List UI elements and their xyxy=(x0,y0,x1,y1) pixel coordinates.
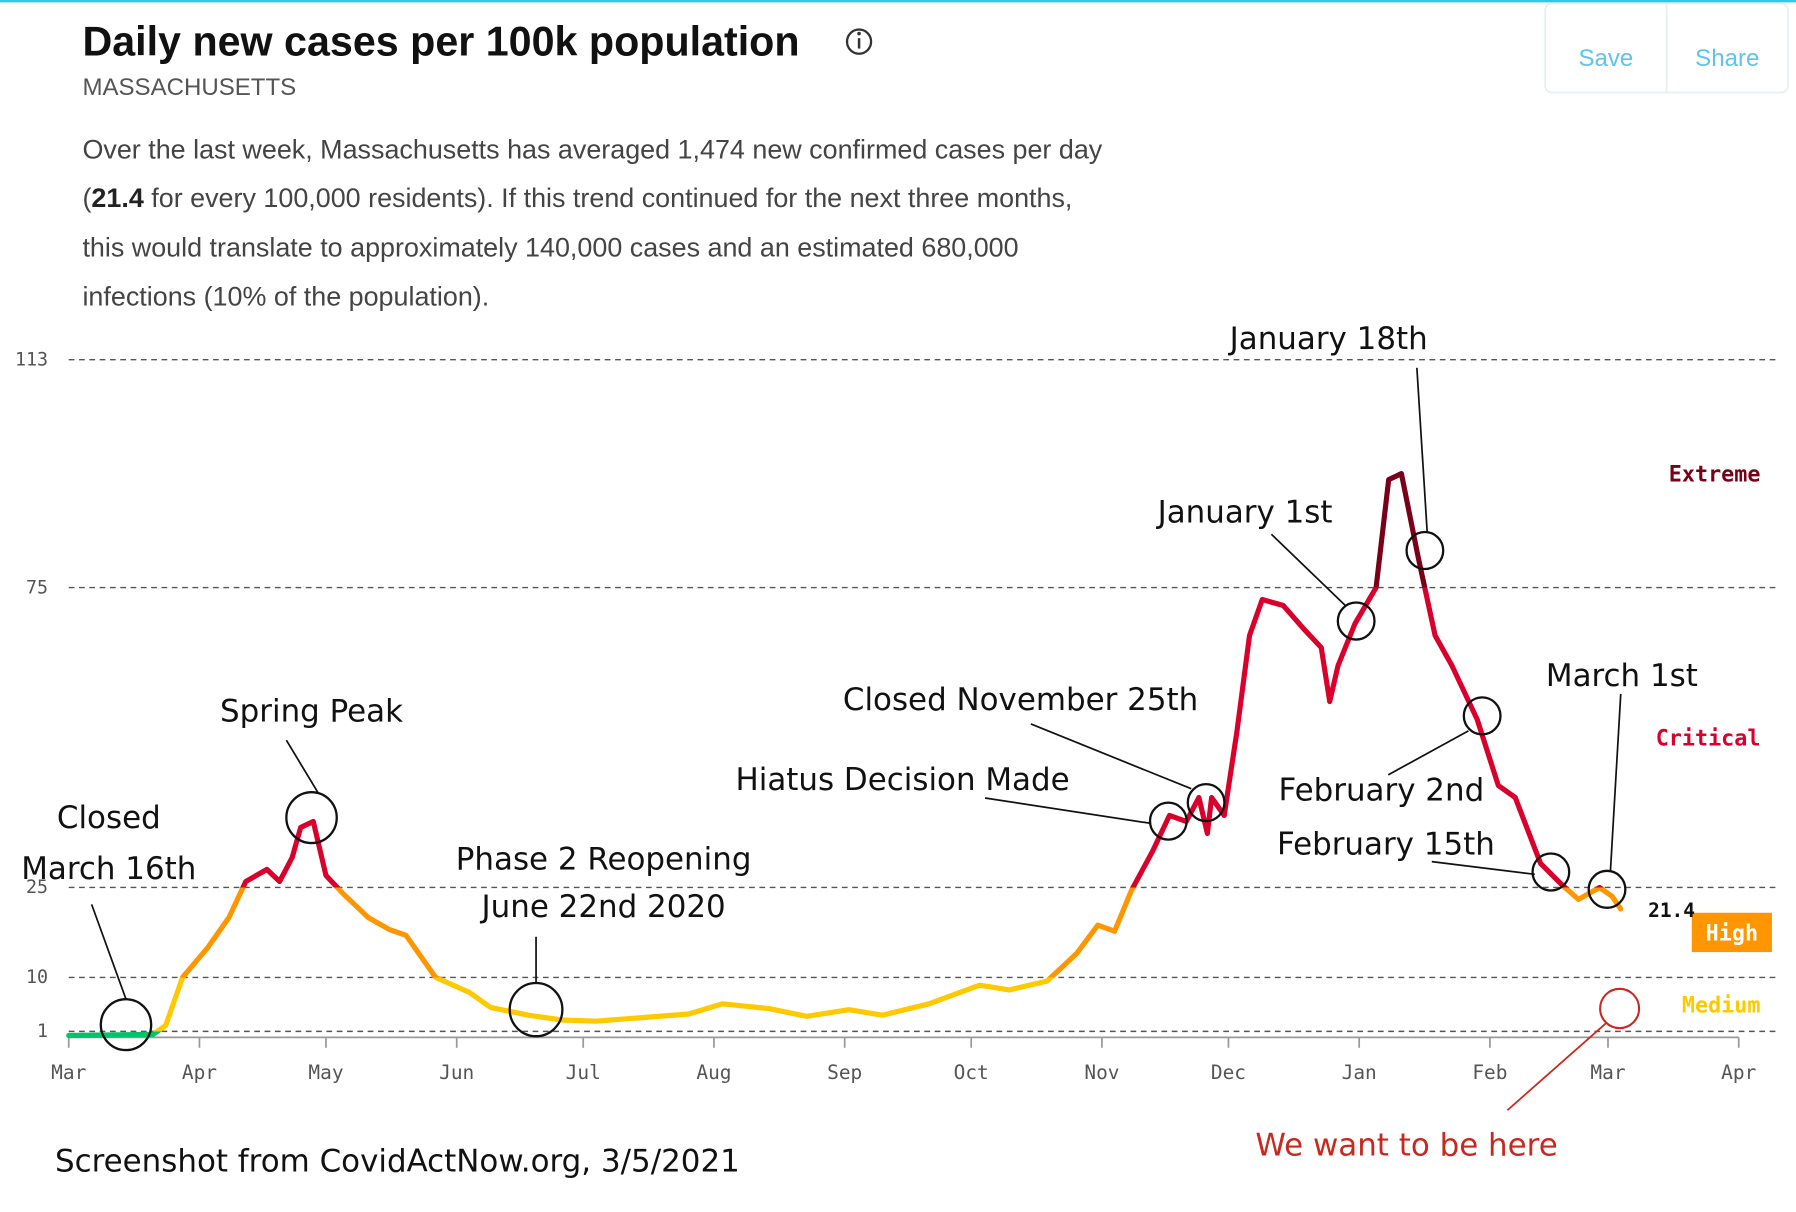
current-value-label: 21.4 xyxy=(1648,899,1695,922)
x-tick-label: Jun xyxy=(439,1061,474,1084)
annotation: Spring Peak xyxy=(220,694,403,730)
level-label: Medium xyxy=(1682,993,1761,1018)
level-badge xyxy=(1691,912,1772,953)
annotation: We want to be here xyxy=(1255,1127,1557,1163)
y-tick-label: 113 xyxy=(15,349,48,370)
annotations: Closed March 16th Spring Peak Phase 2 Re… xyxy=(21,321,1698,1163)
highlight: 21.4 xyxy=(91,183,143,213)
subtitle: MASSACHUSETTS xyxy=(82,74,296,101)
annotation: February 15th xyxy=(1277,827,1495,863)
y-tick-label: 25 xyxy=(26,877,48,898)
annotation: Hiatus Decision Made xyxy=(736,762,1070,798)
annotation: March 1st xyxy=(1546,658,1698,694)
level-label: Extreme xyxy=(1669,463,1761,488)
info-icon[interactable] xyxy=(845,28,873,55)
text: ( xyxy=(82,183,91,213)
data-line xyxy=(66,470,1624,1039)
description-line: infections (10% of the population). xyxy=(82,281,489,311)
x-tick-label: Apr xyxy=(182,1061,217,1084)
description: Over the last week, Massachusetts has av… xyxy=(82,134,1102,311)
annotation: March 16th xyxy=(21,851,196,887)
annotation-marks xyxy=(90,367,1641,1111)
level-label: Critical xyxy=(1656,727,1761,752)
annotation: January 18th xyxy=(1228,321,1428,357)
x-tick-label: May xyxy=(308,1061,343,1084)
description-line: this would translate to approximately 14… xyxy=(82,233,1018,263)
x-tick-label: Mar xyxy=(1590,1061,1625,1084)
footer: Screenshot from CovidActNow.org, 3/5/202… xyxy=(55,1143,740,1179)
y-tick-label: 10 xyxy=(26,967,48,988)
annotation: February 2nd xyxy=(1279,772,1485,808)
x-tick-label: Feb xyxy=(1472,1061,1507,1084)
x-tick-label: Apr xyxy=(1721,1061,1756,1084)
description-line: Over the last week, Massachusetts has av… xyxy=(82,134,1102,164)
annotation: Closed November 25th xyxy=(843,682,1198,718)
x-tick-label: Jul xyxy=(566,1061,601,1084)
plot: 1 10 25 75 113 Mar Apr May Jun Jul Aug Sep Oct Nov Dec… xyxy=(15,349,1776,1084)
description-line: (21.4 for every 100,000 residents). If t… xyxy=(82,183,1072,213)
level-label: High xyxy=(1706,921,1758,946)
save-button[interactable]: Save xyxy=(1578,45,1633,72)
title: Daily new cases per 100k population xyxy=(82,17,799,64)
button-group: Save Share xyxy=(1544,2,1789,94)
annotation: January 1st xyxy=(1156,495,1333,531)
annotation: Closed xyxy=(57,800,161,836)
x-tick-label: Mar xyxy=(51,1061,86,1084)
y-tick-label: 1 xyxy=(37,1021,48,1042)
x-tick-label: Jan xyxy=(1342,1061,1377,1084)
x-tick-label: Oct xyxy=(954,1061,989,1084)
x-tick-label: Aug xyxy=(696,1061,731,1084)
x-tick-label: Nov xyxy=(1084,1061,1119,1084)
annotation: Phase 2 Reopening xyxy=(456,842,752,878)
annotation: June 22nd 2020 xyxy=(480,889,726,925)
share-button[interactable]: Share xyxy=(1695,45,1759,72)
y-tick-label: 75 xyxy=(26,577,48,598)
text: for every 100,000 residents). If this tr… xyxy=(144,183,1073,213)
x-tick-label: Dec xyxy=(1211,1061,1246,1084)
x-tick-label: Sep xyxy=(827,1061,862,1084)
